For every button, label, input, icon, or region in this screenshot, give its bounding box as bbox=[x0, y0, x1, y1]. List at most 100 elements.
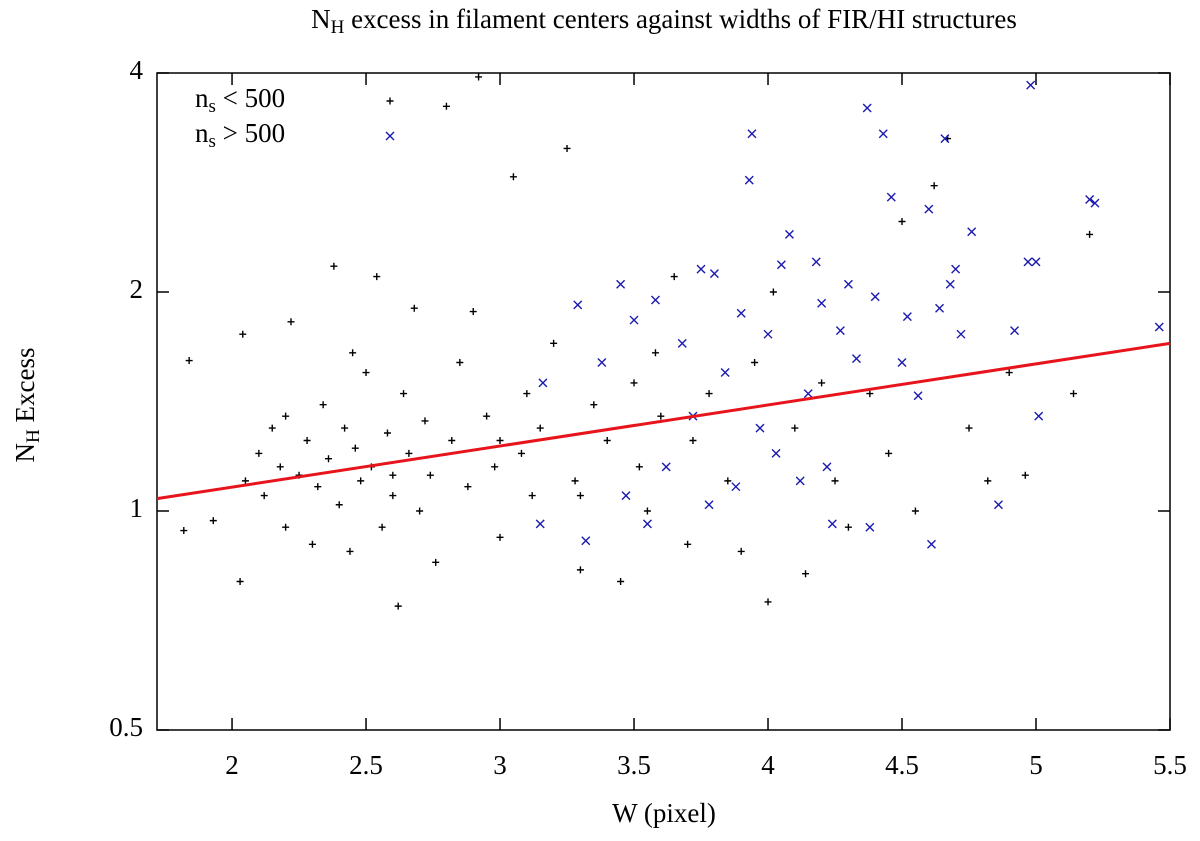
cross-point bbox=[535, 519, 545, 529]
point bbox=[764, 598, 772, 606]
cross-point bbox=[902, 312, 912, 322]
point bbox=[563, 144, 571, 152]
cross-point bbox=[720, 368, 730, 378]
x-tick-label: 3 bbox=[493, 750, 507, 780]
cross-point bbox=[1023, 257, 1033, 267]
point bbox=[389, 471, 397, 479]
point bbox=[657, 412, 665, 420]
cross-point bbox=[704, 500, 714, 510]
point bbox=[346, 547, 354, 555]
plot-frame bbox=[156, 72, 1171, 731]
x-tick-label: 4 bbox=[761, 750, 775, 780]
cross-point bbox=[870, 292, 880, 302]
point bbox=[684, 540, 692, 548]
cross-point bbox=[951, 264, 961, 274]
point bbox=[844, 523, 852, 531]
text-part: Excess bbox=[10, 348, 40, 430]
point bbox=[303, 436, 311, 444]
text-part: > 500 bbox=[216, 118, 285, 148]
point bbox=[737, 547, 745, 555]
point bbox=[705, 390, 713, 398]
point bbox=[239, 330, 247, 338]
cross-point bbox=[811, 257, 821, 267]
cross-point bbox=[1034, 411, 1044, 421]
cross-point bbox=[1031, 257, 1041, 267]
cross-point bbox=[956, 329, 966, 339]
y-tick-label: 1 bbox=[130, 493, 144, 523]
cross-point bbox=[1090, 198, 1100, 208]
text-part: s bbox=[209, 96, 216, 117]
x-axis-label: W (pixel) bbox=[612, 798, 716, 828]
cross-point bbox=[940, 134, 950, 144]
point bbox=[550, 339, 558, 347]
cross-point bbox=[827, 519, 837, 529]
cross-point bbox=[1085, 195, 1095, 205]
cross-point bbox=[581, 536, 591, 546]
point bbox=[349, 349, 357, 357]
point bbox=[898, 217, 906, 225]
cross-point bbox=[993, 500, 1003, 510]
cross-point bbox=[1010, 326, 1020, 336]
point bbox=[314, 483, 322, 491]
point bbox=[255, 449, 263, 457]
point bbox=[496, 533, 504, 541]
point bbox=[383, 429, 391, 437]
point bbox=[378, 523, 386, 531]
cross-point bbox=[784, 229, 794, 239]
point bbox=[351, 444, 359, 452]
point bbox=[1005, 369, 1013, 377]
point bbox=[410, 304, 418, 312]
cross-point bbox=[878, 129, 888, 139]
point bbox=[442, 102, 450, 110]
cross-point bbox=[696, 264, 706, 274]
point bbox=[866, 390, 874, 398]
cross-point bbox=[763, 329, 773, 339]
cross-point bbox=[650, 295, 660, 305]
point bbox=[426, 471, 434, 479]
point bbox=[911, 507, 919, 515]
point bbox=[831, 477, 839, 485]
cross-point bbox=[776, 260, 786, 270]
cross-point bbox=[795, 476, 805, 486]
cross-point bbox=[755, 423, 765, 433]
point bbox=[325, 455, 333, 463]
point bbox=[571, 477, 579, 485]
point bbox=[268, 424, 276, 432]
x-tick-label: 2 bbox=[225, 750, 239, 780]
point bbox=[464, 483, 472, 491]
point bbox=[483, 412, 491, 420]
point bbox=[405, 449, 413, 457]
point bbox=[517, 449, 525, 457]
y-tick-label: 4 bbox=[130, 55, 144, 85]
cross-point bbox=[924, 204, 934, 214]
point bbox=[416, 507, 424, 515]
point bbox=[469, 308, 477, 316]
point bbox=[751, 359, 759, 367]
point bbox=[287, 318, 295, 326]
x-tick-label: 2.5 bbox=[349, 750, 383, 780]
x-tick-label: 5 bbox=[1029, 750, 1043, 780]
point bbox=[724, 477, 732, 485]
point bbox=[456, 359, 464, 367]
fit-line bbox=[156, 341, 1171, 501]
point bbox=[276, 463, 284, 471]
text-part: n bbox=[195, 83, 209, 113]
point bbox=[689, 436, 697, 444]
cross-point bbox=[835, 326, 845, 336]
point bbox=[432, 558, 440, 566]
cross-point bbox=[661, 462, 671, 472]
point bbox=[282, 412, 290, 420]
cross-point bbox=[677, 338, 687, 348]
cross-point bbox=[843, 279, 853, 289]
point bbox=[362, 369, 370, 377]
point bbox=[630, 379, 638, 387]
cross-point bbox=[926, 539, 936, 549]
cross-point bbox=[1026, 80, 1036, 90]
cross-point bbox=[736, 308, 746, 318]
cross-point bbox=[803, 389, 813, 399]
text-part: < 500 bbox=[216, 83, 285, 113]
point bbox=[536, 424, 544, 432]
cross-point bbox=[573, 300, 583, 310]
point bbox=[236, 578, 244, 586]
